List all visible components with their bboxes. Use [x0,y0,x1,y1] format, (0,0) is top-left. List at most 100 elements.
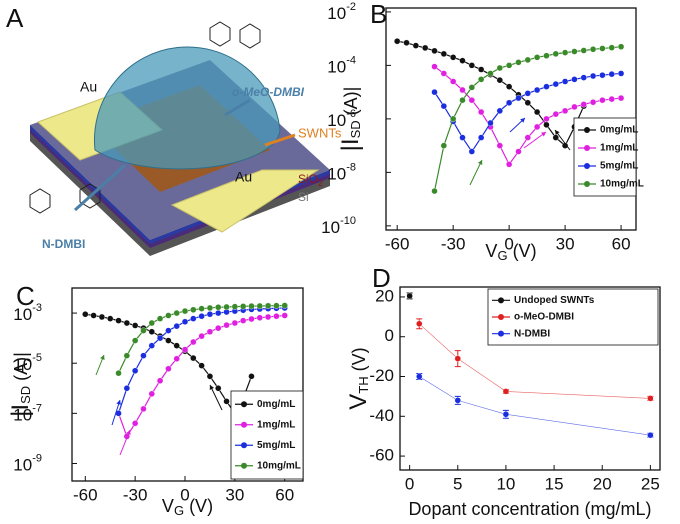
data-point [90,312,97,319]
axis-label: |ISD (A)| [7,352,34,417]
data-point [215,304,222,311]
data-point [131,420,139,427]
pointer [224,98,251,117]
data-point [487,70,494,77]
text-part: 10 [13,306,32,325]
data-point [571,103,578,111]
droplet [93,46,281,170]
data-point [617,70,625,77]
data-point [496,64,504,72]
data-point [515,148,522,155]
data-point [156,377,164,384]
data-point [496,107,504,115]
data-point [190,315,197,322]
data-point [416,320,423,327]
legend-label: 10mg/mL [600,179,644,190]
data-point [477,76,485,83]
data-point [273,313,280,320]
text-part: G [497,248,507,263]
legend-label: 1mg/mL [600,143,638,154]
data-point [468,62,476,69]
data-point [190,338,197,346]
data-point [239,303,247,310]
text-part: 10 [327,111,346,130]
arrow-head [116,400,121,405]
data-point [165,365,172,372]
data-point [181,318,189,325]
axis-label: Dopant concentration (mg/mL) [408,499,651,519]
y-tick-label: 10-7 [13,402,42,425]
x-tick-label: 0 [405,474,414,493]
y-tick-label: 10-2 [327,1,356,24]
arrow-head [477,160,483,165]
text-part: -2 [346,1,356,13]
data-point [431,63,438,70]
data-point [140,405,147,413]
axis-label: VG (V) [485,241,536,264]
data-point [502,388,510,395]
dopant-label: N-DMBI [42,237,85,251]
data-point [580,101,587,108]
legend-label: 10mg/mL [257,460,301,471]
text-part: 10 [327,165,346,184]
data-point [165,327,172,334]
legend-marker [498,330,504,337]
data-point [431,187,438,195]
data-point [505,99,513,106]
text-part: -9 [32,452,42,464]
data-point [454,355,461,362]
y-tick-label: 10-3 [13,302,42,325]
data-point [552,50,559,58]
text-part: |I [7,404,34,417]
text-part: SD [348,120,363,138]
data-point [599,96,606,104]
text-part: -4 [346,54,356,66]
text-part: |I [337,138,364,151]
data-point [552,134,559,141]
data-point [440,102,448,110]
legend-marker [241,442,247,449]
data-point [599,71,606,79]
x-tick-label: 30 [225,485,244,504]
data-point [571,76,578,83]
legend-label: o-MeO-DMBI [514,312,574,323]
y-tick-label: 10-5 [13,352,42,375]
data-point [477,66,485,73]
x-tick-label: -30 [441,234,466,253]
data-point [543,52,550,59]
data-point [617,43,625,50]
data-point [215,385,222,392]
oxide-label: SiO2 [298,172,323,188]
data-point [505,161,513,168]
data-point [477,108,485,116]
data-point [115,317,122,324]
data-point [148,319,155,327]
data-point [173,309,180,317]
legend-marker [241,421,247,428]
gold-pad [170,169,320,233]
data-point [82,311,89,318]
legend-marker [584,181,590,187]
y-tick-label: 10-6 [327,108,356,131]
y-tick-label: -40 [369,406,394,425]
data-point [273,302,280,309]
sweep-arrow [523,131,547,149]
data-point [115,369,122,377]
data-point [599,45,606,52]
data-point [239,317,247,324]
data-point [477,134,485,141]
data-point [248,302,255,310]
data-point [156,315,164,322]
y-tick-label: 20 [375,286,394,305]
data-point [403,39,410,46]
data-point [264,313,272,321]
data-point [524,99,531,106]
legend-marker [498,297,504,304]
panel-label: C [16,281,35,311]
x-tick-label: 30 [556,234,575,253]
text-part: TH [356,376,371,393]
text-part: (V) [349,347,369,376]
x-tick-label: -60 [73,485,98,504]
legend-label: 5mg/mL [257,440,295,451]
x-tick-label: 20 [593,474,612,493]
